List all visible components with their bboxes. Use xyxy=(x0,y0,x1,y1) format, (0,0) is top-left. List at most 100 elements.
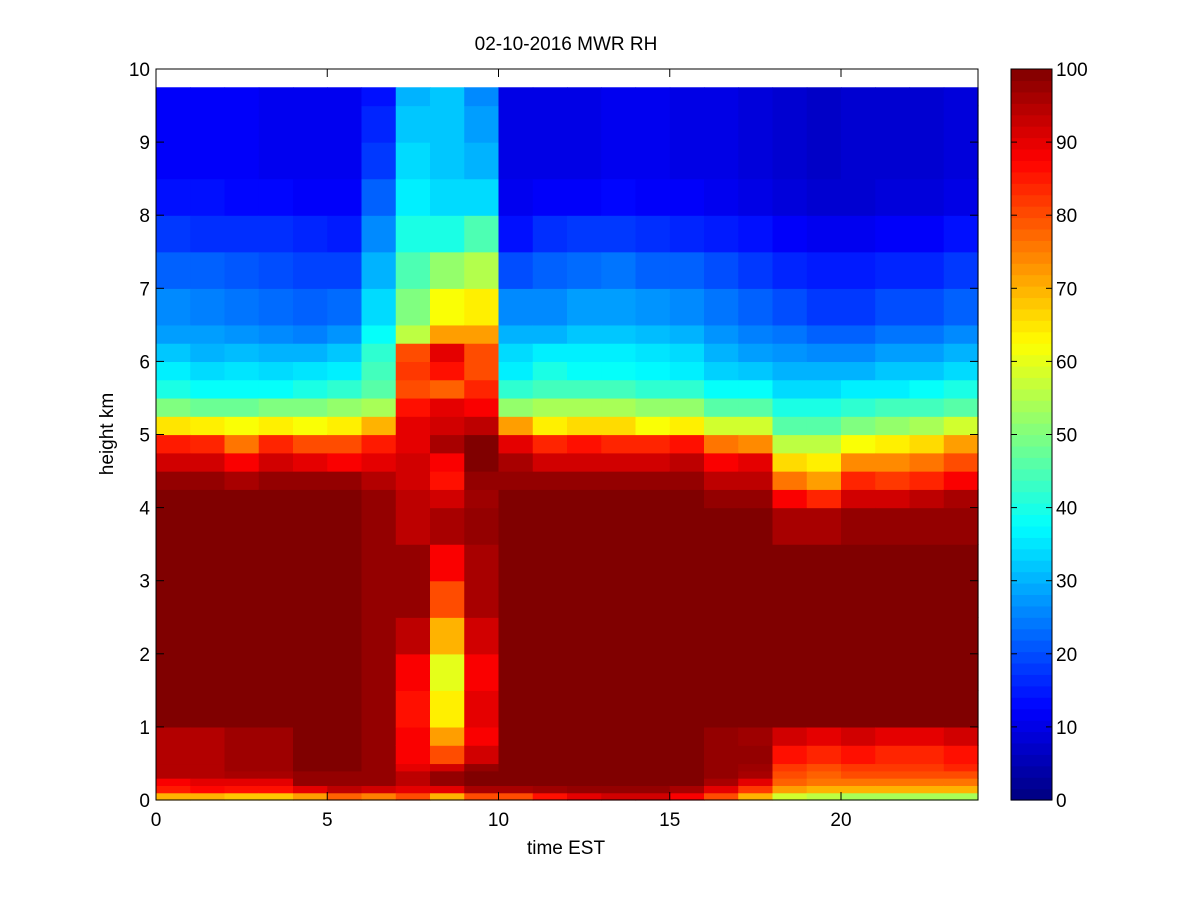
heatmap-cell xyxy=(464,471,500,490)
heatmap-cell xyxy=(738,87,774,107)
heatmap-cell xyxy=(635,778,671,786)
heatmap-cell xyxy=(943,726,979,746)
heatmap-cell xyxy=(567,770,602,779)
heatmap-cell xyxy=(156,324,191,344)
colorbar-strip xyxy=(1011,228,1052,241)
heatmap-cell xyxy=(601,792,637,801)
heatmap-cell xyxy=(943,251,979,289)
heatmap-cell xyxy=(669,489,705,509)
heatmap-cell xyxy=(841,617,876,655)
heatmap-cell xyxy=(498,763,534,772)
heatmap-cell xyxy=(635,763,671,772)
heatmap-cell xyxy=(224,288,260,326)
heatmap-cell xyxy=(738,251,774,289)
heatmap-cell xyxy=(464,778,500,786)
heatmap-cell xyxy=(224,178,260,216)
heatmap-cell xyxy=(464,785,500,794)
heatmap-cell xyxy=(327,544,363,582)
heatmap-cell xyxy=(704,778,739,786)
heatmap-cell xyxy=(361,397,397,417)
heatmap-cell xyxy=(293,763,328,772)
heatmap-cell xyxy=(224,617,260,655)
heatmap-cell xyxy=(669,434,705,454)
heatmap-cell xyxy=(293,580,328,618)
heatmap-cell xyxy=(430,653,465,691)
heatmap-cell xyxy=(841,785,876,794)
heatmap-cell xyxy=(704,785,739,794)
heatmap-cell xyxy=(772,452,808,472)
heatmap-cell xyxy=(190,544,226,582)
heatmap-cell xyxy=(430,745,465,765)
heatmap-cell xyxy=(601,778,637,786)
heatmap-cell xyxy=(293,653,328,691)
heatmap-cell xyxy=(293,489,328,509)
heatmap-cell xyxy=(464,763,500,772)
heatmap-cell xyxy=(327,507,363,545)
heatmap-cell xyxy=(327,471,363,490)
heatmap-cell xyxy=(875,690,911,728)
y-tick-label: 2 xyxy=(139,645,150,666)
heatmap-cell xyxy=(635,580,671,618)
heatmap-cell xyxy=(498,580,534,618)
heatmap-cell xyxy=(190,785,226,794)
colorbar-strip xyxy=(1011,388,1052,401)
heatmap-cell xyxy=(190,745,226,765)
heatmap-cell xyxy=(806,778,842,786)
y-axis-ticks: 0 1 2 3 4 5 6 7 8 9 10 xyxy=(129,60,978,812)
heatmap-cell xyxy=(258,397,294,417)
heatmap-cell xyxy=(532,507,568,545)
colorbar-tick-label: 70 xyxy=(1056,279,1077,300)
heatmap-cell xyxy=(841,544,876,582)
heatmap-cell xyxy=(327,770,363,779)
heatmap-cell xyxy=(738,507,774,545)
heatmap-cell xyxy=(190,653,226,691)
heatmap-cell xyxy=(395,544,431,582)
heatmap-cell xyxy=(601,580,637,618)
heatmap-cell xyxy=(704,489,739,509)
heatmap-cell xyxy=(772,580,808,618)
heatmap-cell xyxy=(875,745,911,765)
heatmap-cell xyxy=(258,617,294,655)
heatmap-cell xyxy=(532,215,568,253)
colorbar-strip xyxy=(1011,217,1052,230)
heatmap-cell xyxy=(532,653,568,691)
heatmap-cell xyxy=(293,770,328,779)
heatmap-cell xyxy=(190,87,226,107)
heatmap-cell xyxy=(772,489,808,509)
heatmap-cell xyxy=(875,471,911,490)
heatmap-cell xyxy=(601,87,637,107)
heatmap-cell xyxy=(532,397,568,417)
colorbar-strip xyxy=(1011,503,1052,516)
heatmap-cell xyxy=(841,471,876,490)
heatmap-cell xyxy=(806,452,842,472)
heatmap-cell xyxy=(704,763,739,772)
heatmap-cell xyxy=(875,792,911,801)
heatmap-cell xyxy=(464,617,500,655)
heatmap-cell xyxy=(258,142,294,180)
heatmap-cell xyxy=(772,507,808,545)
heatmap-cell xyxy=(567,434,602,454)
heatmap-cell xyxy=(395,617,431,655)
heatmap-cell xyxy=(841,745,876,765)
heatmap-cell xyxy=(430,397,465,417)
y-tick-label: 0 xyxy=(139,791,150,812)
heatmap-cell xyxy=(190,416,226,436)
heatmap-cell xyxy=(909,324,945,344)
heatmap-cell xyxy=(464,397,500,417)
heatmap-cell xyxy=(190,361,226,381)
heatmap-cell xyxy=(909,178,945,216)
heatmap-cell xyxy=(190,778,226,786)
heatmap-cell xyxy=(430,785,465,794)
heatmap-cell xyxy=(669,178,705,216)
colorbar-strip xyxy=(1011,251,1052,264)
heatmap-cell xyxy=(190,397,226,417)
heatmap-cell xyxy=(430,416,465,436)
heatmap-cell xyxy=(327,324,363,344)
heatmap-cell xyxy=(909,142,945,180)
heatmap-cell xyxy=(704,792,739,801)
y-tick-label: 10 xyxy=(129,60,150,81)
heatmap-cell xyxy=(190,288,226,326)
colorbar-strip xyxy=(1011,80,1052,93)
heatmap-cell xyxy=(669,452,705,472)
heatmap-cell xyxy=(841,361,876,381)
